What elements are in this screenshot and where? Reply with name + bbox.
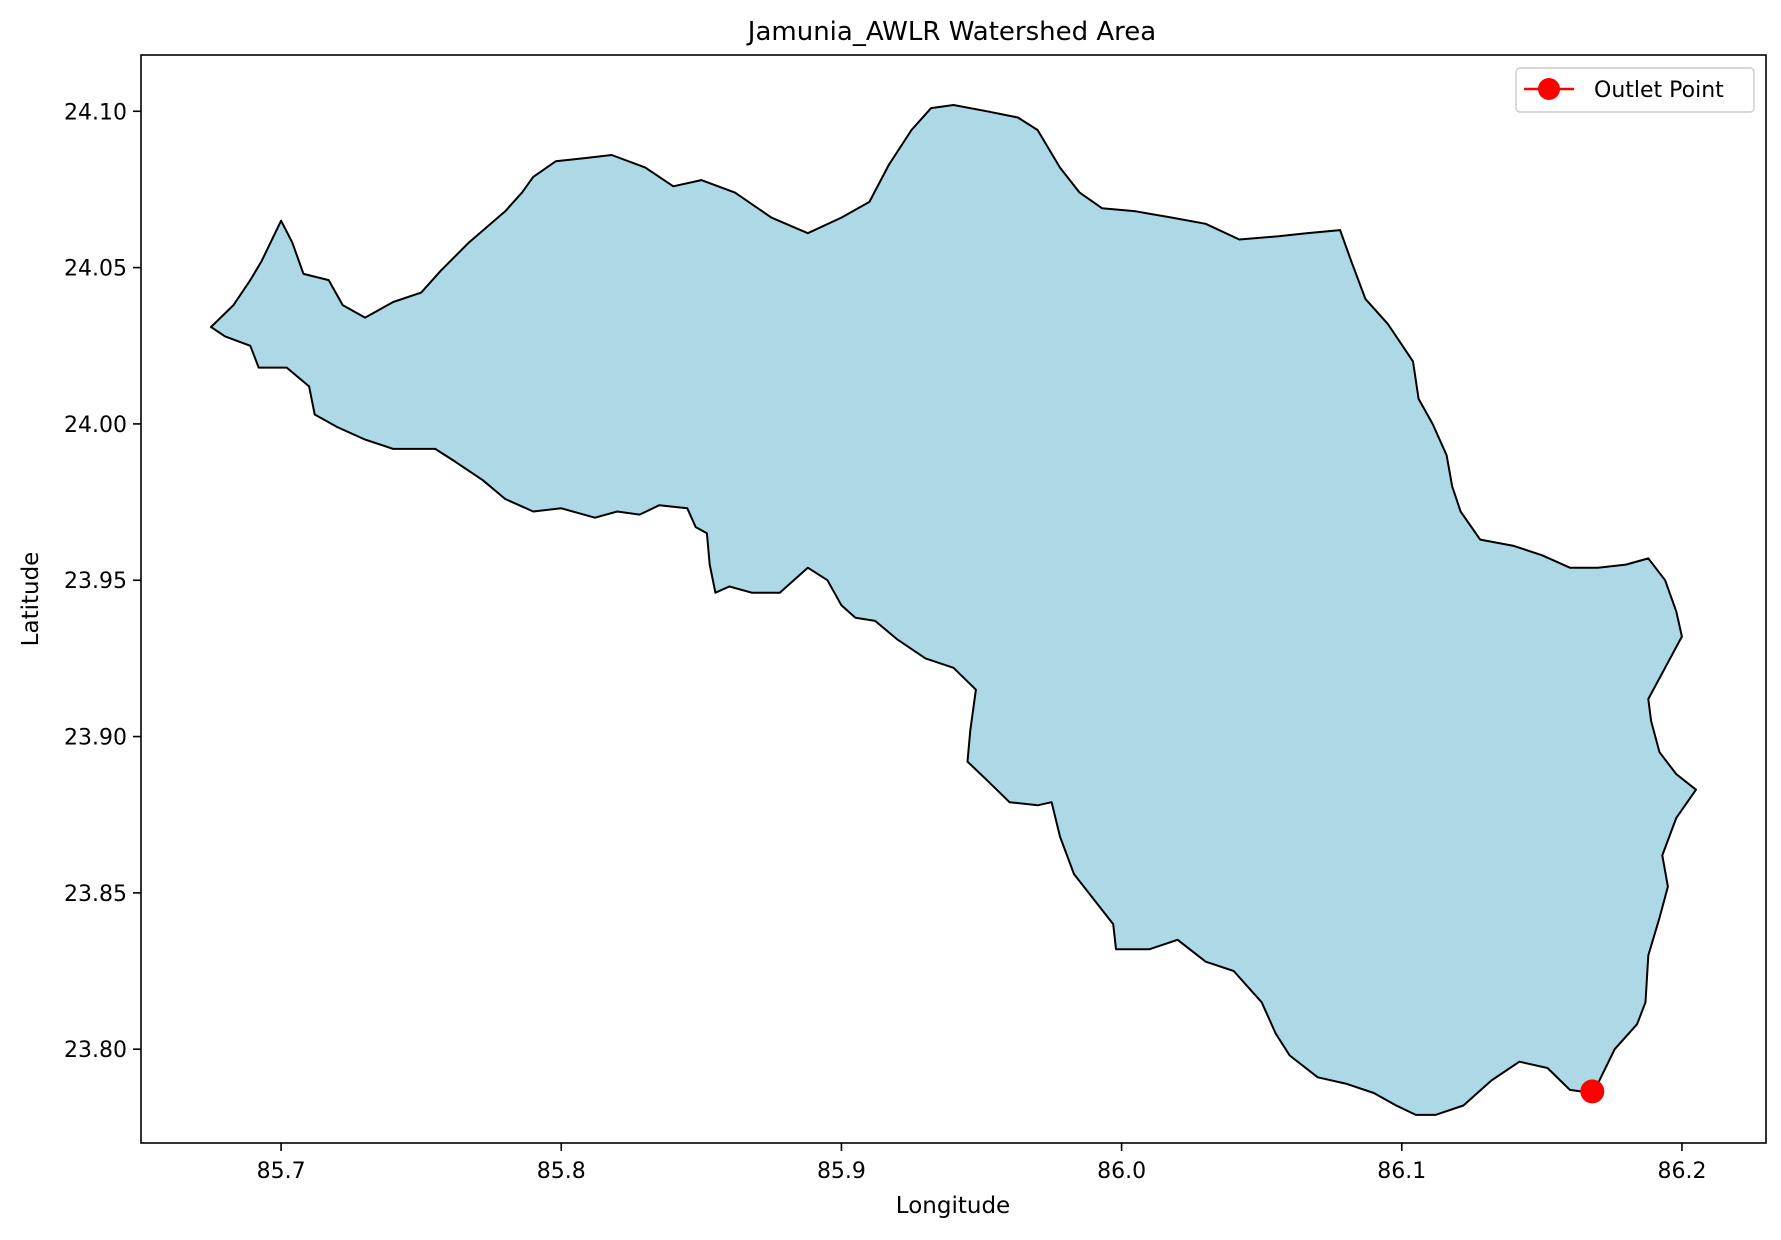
outlet-point-marker <box>1580 1079 1605 1104</box>
legend-box <box>1515 67 1755 113</box>
x-tick-label: 86.2 <box>1657 1159 1706 1184</box>
y-tick-label: 23.85 <box>64 882 127 907</box>
x-tick-label: 85.8 <box>537 1159 586 1184</box>
watershed-polygon <box>210 104 1697 1116</box>
chart-title: Jamunia_AWLR Watershed Area <box>746 17 1156 47</box>
y-tick-label: 24.00 <box>64 413 127 438</box>
x-tick-label: 85.9 <box>817 1159 866 1184</box>
legend: Outlet Point <box>1515 67 1755 113</box>
x-tick-label: 86.0 <box>1097 1159 1146 1184</box>
legend-marker-swatch <box>1538 78 1560 100</box>
y-tick-label: 23.95 <box>64 569 127 594</box>
y-tick-label: 24.10 <box>64 100 127 125</box>
x-tick-label: 86.1 <box>1377 1159 1426 1184</box>
axes-frame <box>140 54 1767 1144</box>
y-tick-label: 23.80 <box>64 1038 127 1063</box>
x-axis-ticks: 85.7 85.8 85.9 86.0 86.1 86.2 <box>257 1143 1706 1184</box>
plot-area <box>210 104 1697 1116</box>
legend-entry-outlet-point: Outlet Point <box>1594 78 1724 103</box>
x-tick-label: 85.7 <box>257 1159 306 1184</box>
y-axis-label: Latitude <box>18 552 44 647</box>
y-tick-label: 24.05 <box>64 257 127 282</box>
y-axis-ticks: 23.80 23.85 23.90 23.95 24.00 24.05 24.10 <box>64 100 141 1063</box>
x-axis-label: Longitude <box>896 1193 1010 1219</box>
y-tick-label: 23.90 <box>64 726 127 751</box>
